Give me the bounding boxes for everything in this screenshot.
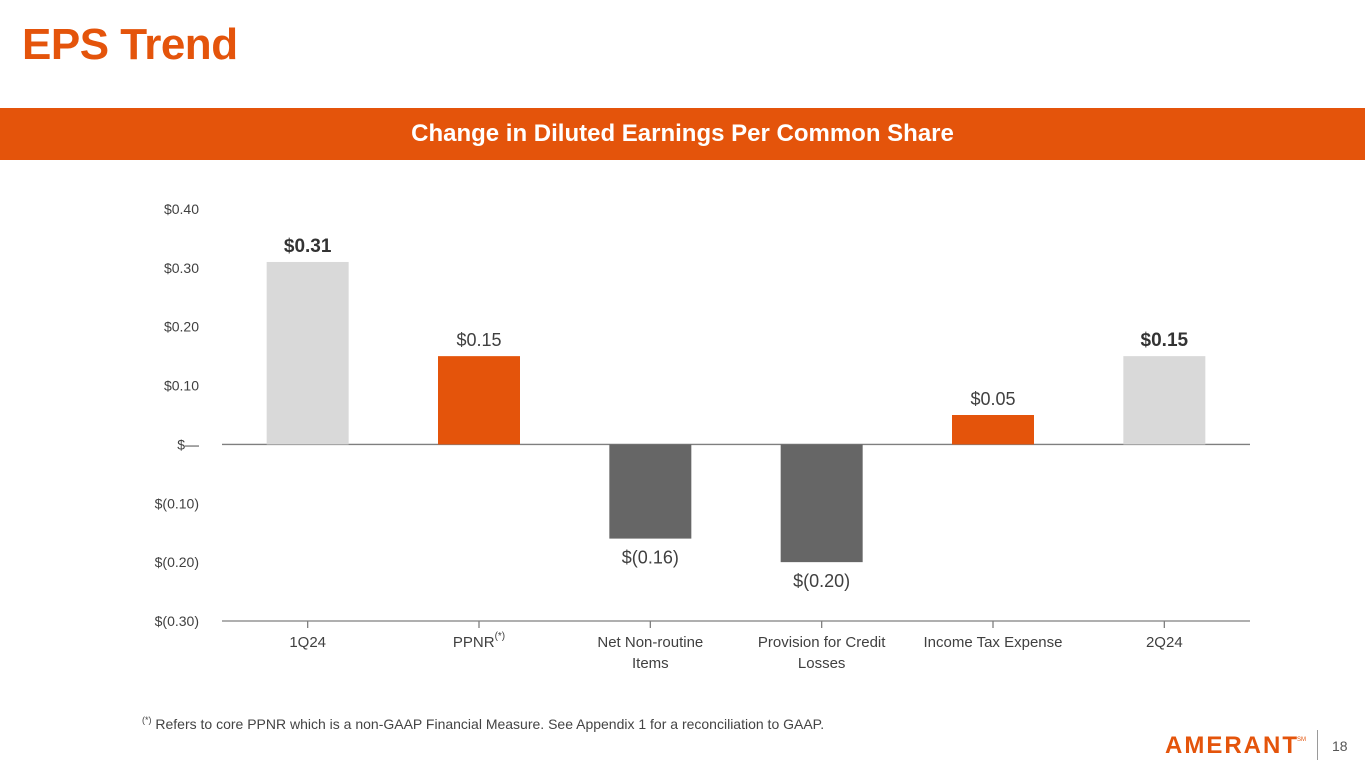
- y-tick-label: $(0.10): [155, 495, 199, 511]
- y-tick-label: $0.10: [164, 378, 199, 394]
- y-tick-label: $(0.30): [155, 613, 199, 629]
- x-category-label: 1Q24: [289, 634, 326, 651]
- y-tick-label: $0.30: [164, 260, 199, 276]
- bar-net-non-routine-items: [609, 444, 692, 539]
- logo-divider: [1317, 730, 1318, 760]
- amerant-logo: AMERANT: [1165, 732, 1299, 759]
- bar-provision-for-credit-losses: [780, 444, 863, 563]
- page-number: 18: [1332, 738, 1348, 754]
- data-label: $0.15: [456, 330, 501, 350]
- data-label: $0.15: [1141, 330, 1189, 351]
- footnote-marker: (*): [142, 715, 152, 725]
- x-category-label: Net Non-routine Items: [597, 634, 703, 672]
- chart-title: Change in Diluted Earnings Per Common Sh…: [411, 120, 954, 147]
- x-category-label: Provision for Credit Losses: [758, 634, 886, 672]
- y-tick-label: $—: [177, 436, 199, 452]
- bar-2q24: [1123, 356, 1206, 445]
- data-label: $0.31: [284, 236, 332, 257]
- x-category-label: PPNR(*): [453, 631, 505, 651]
- bar-1q24: [266, 261, 349, 445]
- x-category-label: Income Tax Expense: [924, 634, 1063, 651]
- y-tick-label: $0.20: [164, 319, 199, 335]
- bar-ppnr: [438, 356, 520, 445]
- data-label: $0.05: [970, 389, 1015, 409]
- y-tick-label: $(0.20): [155, 554, 199, 570]
- chart-banner: Change in Diluted Earnings Per Common Sh…: [0, 108, 1365, 160]
- y-tick-label: $0.40: [164, 201, 199, 217]
- x-category-label: 2Q24: [1146, 634, 1183, 651]
- page-title: EPS Trend: [22, 20, 238, 69]
- bar-income-tax-expense: [952, 415, 1034, 445]
- footnote-text: Refers to core PPNR which is a non-GAAP …: [151, 716, 825, 732]
- data-label: $(0.20): [793, 571, 850, 591]
- footnote: (*) Refers to core PPNR which is a non-G…: [142, 715, 824, 732]
- data-label: $(0.16): [622, 548, 679, 568]
- logo-service-mark: SM: [1297, 737, 1306, 743]
- eps-waterfall-chart: $0.40 $0.30 $0.20 $0.10 $— $(0.10) $(0.20) $(0.…: [155, 201, 1250, 672]
